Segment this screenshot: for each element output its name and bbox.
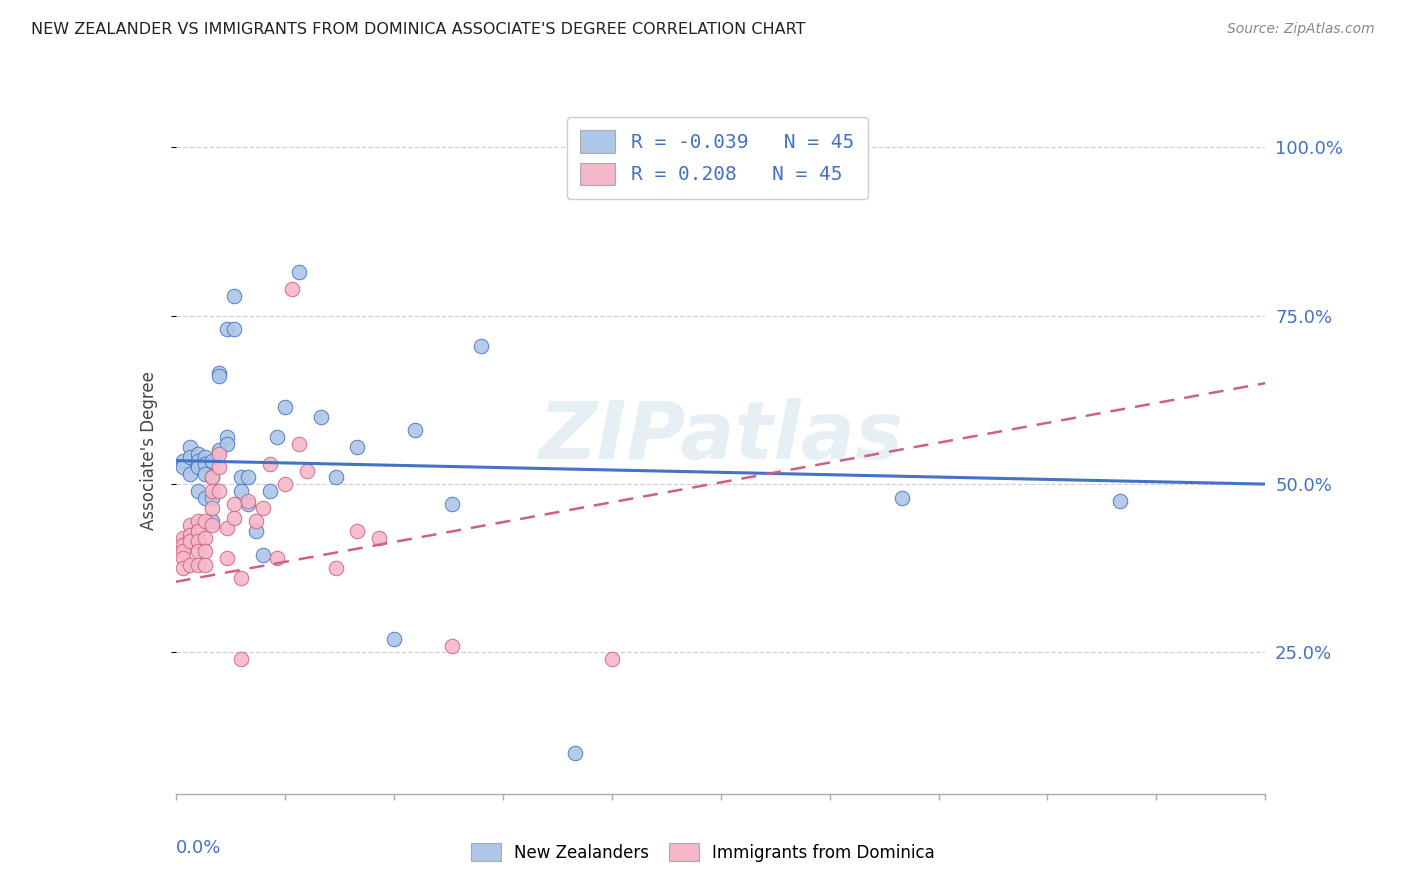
Point <box>215 551 238 566</box>
Point <box>201 453 224 467</box>
Point <box>186 544 209 558</box>
Point <box>186 524 209 539</box>
Point <box>222 497 245 511</box>
Point <box>266 551 288 566</box>
Point <box>186 453 209 467</box>
Point <box>172 538 194 552</box>
Point <box>259 457 281 471</box>
Point <box>440 639 463 653</box>
Point <box>215 430 238 444</box>
Point <box>222 288 245 302</box>
Y-axis label: Associate's Degree: Associate's Degree <box>139 371 157 530</box>
Point <box>208 483 231 498</box>
Point <box>1109 494 1132 508</box>
Point <box>194 531 217 545</box>
Point <box>215 436 238 450</box>
Text: 0.0%: 0.0% <box>176 838 221 856</box>
Point <box>201 514 224 528</box>
Point <box>470 339 492 353</box>
Point <box>186 460 209 475</box>
Point <box>259 483 281 498</box>
Point <box>201 470 224 484</box>
Point <box>891 491 914 505</box>
Point <box>186 558 209 572</box>
Point <box>179 467 201 481</box>
Legend: New Zealanders, Immigrants from Dominica: New Zealanders, Immigrants from Dominica <box>463 835 943 871</box>
Point <box>201 470 224 484</box>
Point <box>201 491 224 505</box>
Point <box>346 524 368 539</box>
Point <box>186 483 209 498</box>
Point <box>309 409 332 424</box>
Point <box>252 548 274 562</box>
Point <box>245 514 267 528</box>
Point <box>325 470 347 484</box>
Point <box>368 531 391 545</box>
Point <box>238 494 260 508</box>
Point <box>266 430 288 444</box>
Point <box>194 450 217 465</box>
Point <box>179 558 201 572</box>
Point <box>231 571 253 585</box>
Point <box>194 457 217 471</box>
Point <box>208 460 231 475</box>
Text: NEW ZEALANDER VS IMMIGRANTS FROM DOMINICA ASSOCIATE'S DEGREE CORRELATION CHART: NEW ZEALANDER VS IMMIGRANTS FROM DOMINIC… <box>31 22 806 37</box>
Point <box>179 527 201 541</box>
Point <box>172 551 194 566</box>
Point <box>208 447 231 461</box>
Point <box>194 491 217 505</box>
Point <box>325 561 347 575</box>
Point <box>172 561 194 575</box>
Point <box>281 282 304 296</box>
Point <box>600 652 623 666</box>
Point <box>222 510 245 524</box>
Point <box>208 369 231 384</box>
Point <box>208 366 231 380</box>
Point <box>238 470 260 484</box>
Point <box>179 517 201 532</box>
Point <box>172 544 194 558</box>
Point <box>208 443 231 458</box>
Point <box>172 453 194 467</box>
Point <box>201 500 224 515</box>
Point <box>215 521 238 535</box>
Point <box>231 652 253 666</box>
Point <box>252 500 274 515</box>
Point <box>179 440 201 454</box>
Point <box>194 558 217 572</box>
Point <box>564 747 586 761</box>
Point <box>194 544 217 558</box>
Point <box>245 524 267 539</box>
Point <box>172 531 194 545</box>
Point <box>179 450 201 465</box>
Point <box>201 483 224 498</box>
Point <box>288 265 311 279</box>
Point <box>231 483 253 498</box>
Point <box>274 477 297 491</box>
Point <box>405 423 427 437</box>
Point <box>194 514 217 528</box>
Text: ZIPatlas: ZIPatlas <box>538 398 903 475</box>
Point <box>215 322 238 336</box>
Point <box>186 447 209 461</box>
Point <box>295 464 318 478</box>
Legend: R = -0.039   N = 45, R = 0.208   N = 45: R = -0.039 N = 45, R = 0.208 N = 45 <box>567 117 868 199</box>
Point <box>201 517 224 532</box>
Point <box>346 440 368 454</box>
Text: Source: ZipAtlas.com: Source: ZipAtlas.com <box>1227 22 1375 37</box>
Point <box>222 322 245 336</box>
Point <box>238 497 260 511</box>
Point <box>194 467 217 481</box>
Point <box>186 534 209 549</box>
Point <box>179 534 201 549</box>
Point <box>274 400 297 414</box>
Point <box>186 514 209 528</box>
Point <box>382 632 405 646</box>
Point <box>231 470 253 484</box>
Point <box>172 460 194 475</box>
Point <box>440 497 463 511</box>
Point <box>288 436 311 450</box>
